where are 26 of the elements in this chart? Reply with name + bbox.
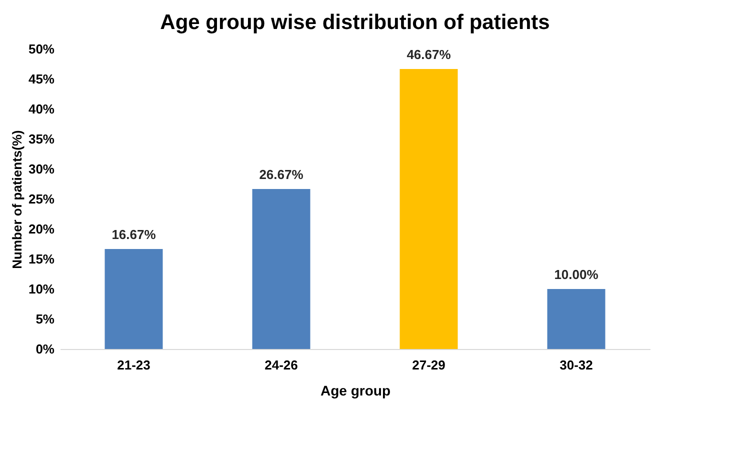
x-tick-label: 24-26 (264, 358, 298, 372)
y-tick-label: 45% (28, 72, 55, 86)
x-tick-label: 30-32 (560, 358, 593, 372)
y-tick-label: 35% (28, 132, 55, 146)
data-label: 46.67% (406, 46, 452, 62)
y-tick-label: 40% (28, 102, 55, 116)
bar (400, 68, 458, 349)
bar (547, 289, 606, 349)
bar (104, 248, 163, 349)
x-tick-label: 21-23 (117, 358, 150, 372)
y-tick-label: 25% (28, 192, 55, 206)
bar (252, 188, 310, 349)
x-tick-label: 27-29 (412, 358, 446, 372)
y-axis-title: Number of patients(%) (9, 130, 24, 269)
y-tick-label: 20% (28, 222, 55, 236)
y-tick-label: 15% (28, 252, 55, 266)
data-label: 16.67% (112, 226, 156, 242)
y-tick-label: 0% (36, 342, 55, 356)
x-axis-title: Age group (320, 382, 390, 398)
y-tick-label: 10% (28, 282, 55, 296)
data-label: 26.67% (259, 166, 304, 182)
y-tick-label: 30% (28, 162, 55, 176)
chart-title: Age group wise distribution of patients (160, 11, 550, 34)
data-label: 10.00% (554, 267, 599, 282)
y-tick-label: 5% (36, 312, 55, 326)
y-tick-label: 50% (28, 42, 55, 56)
